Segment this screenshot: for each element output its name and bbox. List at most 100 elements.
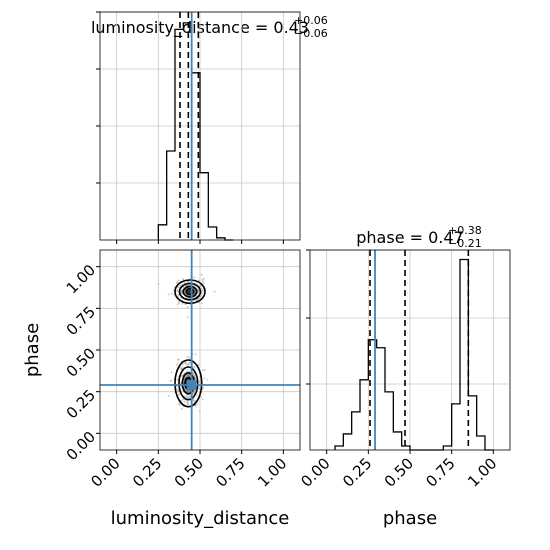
scatter-point [184, 362, 187, 365]
scatter-point [177, 394, 180, 396]
br-x-tick-label-2: 0.50 [381, 454, 417, 490]
scatter-point [186, 401, 188, 404]
contour-1-1 [178, 366, 199, 401]
scatter-point [181, 302, 184, 305]
scatter-point [167, 394, 170, 397]
scatter-point [196, 393, 198, 396]
contour-1-0 [174, 359, 203, 408]
scatter-point [202, 282, 205, 285]
scatter-point [192, 366, 195, 368]
scatter-point [213, 290, 216, 293]
scatter-point [170, 292, 173, 295]
scatter-point [193, 366, 196, 369]
scatter-point [177, 294, 180, 296]
scatter-point [200, 295, 203, 297]
scatter-point [200, 302, 203, 305]
scatter-point [201, 278, 204, 281]
scatter-point [195, 299, 198, 302]
scatter-point [193, 389, 196, 392]
scatter-point [176, 289, 179, 292]
phase-title-plus: +0.38 [448, 224, 482, 237]
scatter-point [193, 276, 196, 279]
contour-0-1 [178, 282, 202, 301]
scatter-point [188, 297, 191, 300]
scatter-point [193, 399, 196, 402]
bl-x-tick-label-2: 0.50 [171, 454, 207, 490]
scatter-point [187, 396, 189, 398]
scatter-point [182, 363, 185, 366]
contour-0-0 [174, 279, 206, 305]
br-x-tick-label-1: 0.25 [339, 454, 375, 490]
scatter-point [206, 378, 209, 381]
scatter-point [200, 287, 203, 290]
scatter-point [186, 370, 189, 372]
phase-histogram [334, 258, 494, 451]
scatter-point [185, 394, 188, 397]
scatter-point [177, 279, 180, 282]
scatter-point [175, 364, 178, 366]
scatter-point [186, 355, 189, 358]
scatter-point [201, 290, 204, 292]
scatter-point [194, 405, 197, 408]
scatter-point [170, 379, 173, 382]
scatter-point [196, 403, 199, 406]
scatter-point [181, 365, 184, 368]
scatter-point [200, 273, 203, 276]
scatter-point [188, 357, 191, 359]
scatter-point [187, 280, 190, 283]
scatter-point [177, 302, 180, 304]
luminosity-distance-histogram [157, 22, 234, 241]
scatter-point [180, 291, 183, 294]
y-axis-label-phase: phase [22, 323, 43, 377]
br-x-tick-label-4: 1.00 [464, 454, 500, 490]
scatter-point [202, 280, 205, 283]
scatter-point [188, 284, 191, 286]
bl-x-tick-label-1: 0.25 [129, 454, 165, 490]
scatter-point [177, 358, 180, 361]
scatter-point [189, 361, 191, 364]
scatter-point [198, 387, 200, 390]
scatter-point [176, 303, 179, 306]
scatter-point [179, 284, 182, 287]
bl-x-tick-label-3: 0.75 [212, 454, 248, 490]
scatter-point [202, 387, 205, 389]
phase-title: phase = 0.47 [356, 228, 463, 247]
scatter-point [157, 283, 160, 286]
br-x-tick-label-3: 0.75 [422, 454, 458, 490]
scatter-point [180, 293, 183, 296]
scatter-point [192, 392, 195, 395]
scatter-point [180, 390, 183, 393]
scatter-point [177, 402, 180, 405]
scatter-point [201, 292, 203, 295]
bl-y-tick-label-2: 0.50 [63, 344, 99, 380]
scatter-point [200, 396, 202, 398]
scatter-point [176, 281, 179, 283]
scatter-point [180, 380, 182, 383]
bl-y-tick-label-1: 0.25 [63, 386, 99, 422]
bl-x-tick-label-0: 0.00 [87, 454, 123, 490]
ticks-layer: 0.00 0.25 0.50 0.75 1.000.000.000.250.250.50… [63, 11, 500, 491]
scatter-point [182, 398, 184, 401]
scatter-point [188, 396, 191, 399]
scatter-point [186, 316, 189, 319]
scatter-point [203, 377, 206, 380]
scatter-point [176, 378, 179, 381]
bl-y-tick-label-3: 0.75 [63, 303, 99, 339]
scatter-point [186, 364, 189, 367]
contour-0-3 [185, 287, 195, 296]
scatter-point [197, 364, 200, 366]
br-x-tick-label-0: 0.00 [297, 454, 333, 490]
data-layer [100, 12, 494, 451]
scatter-point [177, 362, 180, 365]
luminosity-distance-title-plus: +0.06 [294, 14, 328, 27]
bl-x-tick-label-4: 1.00 [254, 454, 290, 490]
scatter-point [183, 400, 186, 403]
scatter-point [179, 404, 181, 406]
scatter-point [185, 395, 188, 398]
scatter-point [180, 399, 183, 402]
scatter-point [199, 296, 202, 299]
scatter-point [186, 402, 189, 405]
scatter-point [181, 277, 184, 280]
scatter-point [202, 277, 205, 280]
